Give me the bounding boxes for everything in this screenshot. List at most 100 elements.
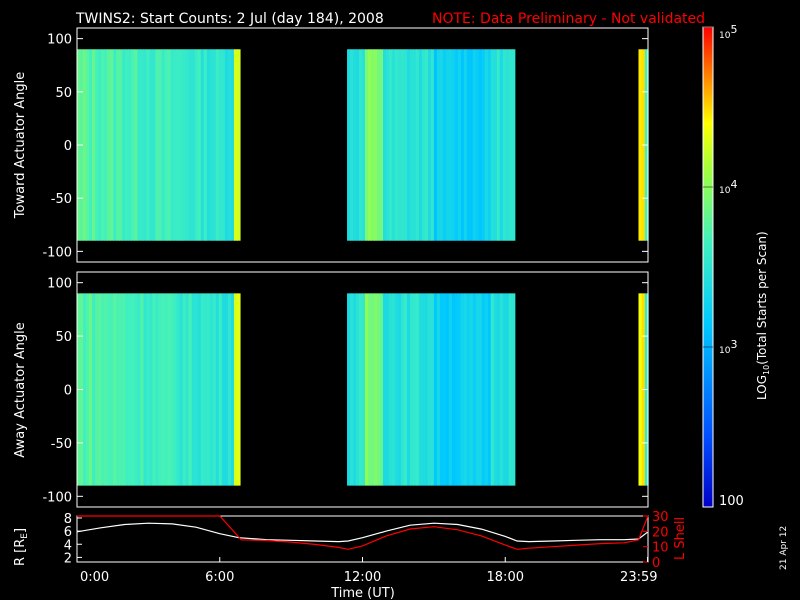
y-tick-label: -100 [42, 245, 72, 260]
heatmap-cell [119, 293, 123, 486]
heatmap-cell [409, 293, 414, 486]
colorbar-label: LOG10(Total Starts per Scan) [755, 231, 771, 400]
heatmap-cell [347, 49, 351, 241]
heatmap-cell [188, 293, 193, 486]
heatmap-cell [460, 49, 465, 241]
heatmap-cell [185, 293, 190, 486]
heatmap-cell [146, 293, 151, 486]
heatmap-cell [409, 49, 414, 241]
heatmap-cell [137, 293, 141, 486]
heatmap-cell [433, 49, 438, 241]
heatmap-cell [146, 49, 151, 241]
heatmap-cell [511, 49, 516, 241]
heatmap-cell [436, 49, 441, 241]
heatmap-cell [98, 49, 102, 241]
heatmap-cell [365, 293, 369, 486]
time-tick-label: 12:00 [344, 570, 381, 585]
heatmap-cell [493, 293, 498, 486]
heatmap-cell [359, 293, 363, 486]
colorbar-tick-label: 103 [719, 338, 737, 356]
colorbar-gradient [703, 27, 713, 507]
heatmap-cell [107, 293, 111, 486]
heatmap-cell [439, 49, 444, 241]
heatmap-cell [98, 293, 102, 486]
heatmap-cell [116, 293, 120, 486]
heatmap-cell [215, 293, 220, 486]
heatmap-cell [83, 49, 87, 241]
heatmap-cell [218, 49, 223, 241]
heatmap-cell [421, 293, 426, 486]
heatmap-cell [502, 49, 507, 241]
heatmap-cell [493, 49, 498, 241]
heatmap-cell [391, 49, 396, 241]
heatmap-cell [499, 293, 504, 486]
heatmap-cell [403, 49, 408, 241]
heatmap-cell [221, 293, 226, 486]
away-y-axis-label: Away Actuator Angle [13, 322, 28, 457]
toward-y-axis-label: Toward Actuator Angle [13, 72, 28, 219]
heatmap-cell [362, 49, 366, 241]
heatmap-cell [638, 293, 643, 486]
heatmap-cell [481, 49, 486, 241]
heatmap-cell [185, 49, 190, 241]
heatmap-cell [347, 293, 351, 486]
heatmap-cell [451, 293, 456, 486]
heatmap-cell [203, 293, 208, 486]
heatmap-cell [445, 293, 450, 486]
heatmap-cell [448, 49, 453, 241]
heatmap-cell [391, 293, 396, 486]
heatmap-cell [406, 293, 411, 486]
heatmap-cell [487, 49, 492, 241]
heatmap-cell [460, 293, 465, 486]
heatmap-cell [233, 49, 238, 241]
heatmap-cell [424, 293, 429, 486]
heatmap-cell [182, 49, 187, 241]
r-tick-label: 2 [64, 551, 72, 566]
heatmap-cell [442, 49, 447, 241]
colorbar: 105 104 103 100 LOG10(Total Starts per Sca… [702, 23, 771, 509]
heatmap-cell [415, 293, 420, 486]
heatmap-cell [463, 293, 468, 486]
heatmap-cell [95, 49, 99, 241]
heatmap-cell [487, 293, 492, 486]
heatmap-cell [128, 49, 132, 241]
time-axis-label: Time (UT) [330, 586, 395, 600]
heatmap-cell [371, 293, 375, 486]
y-tick-label: -50 [51, 437, 72, 452]
heatmap-cell [457, 49, 462, 241]
heatmap-cell [191, 49, 196, 241]
heatmap-cell [152, 293, 157, 486]
heatmap-cell [176, 49, 181, 241]
orbit-panel-frame [76, 515, 649, 563]
heatmap-cell [490, 49, 495, 241]
heatmap-cell [224, 293, 229, 486]
heatmap-cell [433, 293, 438, 486]
heatmap-cell [451, 49, 456, 241]
heatmap-cell [505, 293, 510, 486]
time-tick-label: 23:59 [620, 570, 657, 585]
heatmap-cell [233, 293, 238, 486]
heatmap-cell [454, 49, 459, 241]
heatmap-cell [481, 293, 486, 486]
heatmap-cell [379, 49, 384, 241]
heatmap-cell [158, 293, 163, 486]
figure-title: TWINS2: Start Counts: 2 Jul (day 184), 2… [75, 11, 384, 27]
heatmap-cell [101, 293, 105, 486]
heatmap-cell [86, 49, 90, 241]
heatmap-cell [373, 293, 378, 486]
heatmap-cell [421, 49, 426, 241]
colorbar-min-label: 100 [719, 494, 744, 509]
y-tick-label: 50 [55, 86, 72, 101]
heatmap-cell [89, 49, 93, 241]
heatmap-cell [388, 293, 393, 486]
heatmap-cell [140, 293, 144, 486]
r-tick-label: 8 [64, 512, 72, 527]
heatmap-cell [89, 293, 93, 486]
heatmap-cell [140, 49, 144, 241]
heatmap-cell [478, 293, 483, 486]
heatmap-cell [209, 49, 214, 241]
heatmap-cell [212, 293, 217, 486]
heatmap-cell [439, 293, 444, 486]
heatmap-cell [176, 293, 181, 486]
